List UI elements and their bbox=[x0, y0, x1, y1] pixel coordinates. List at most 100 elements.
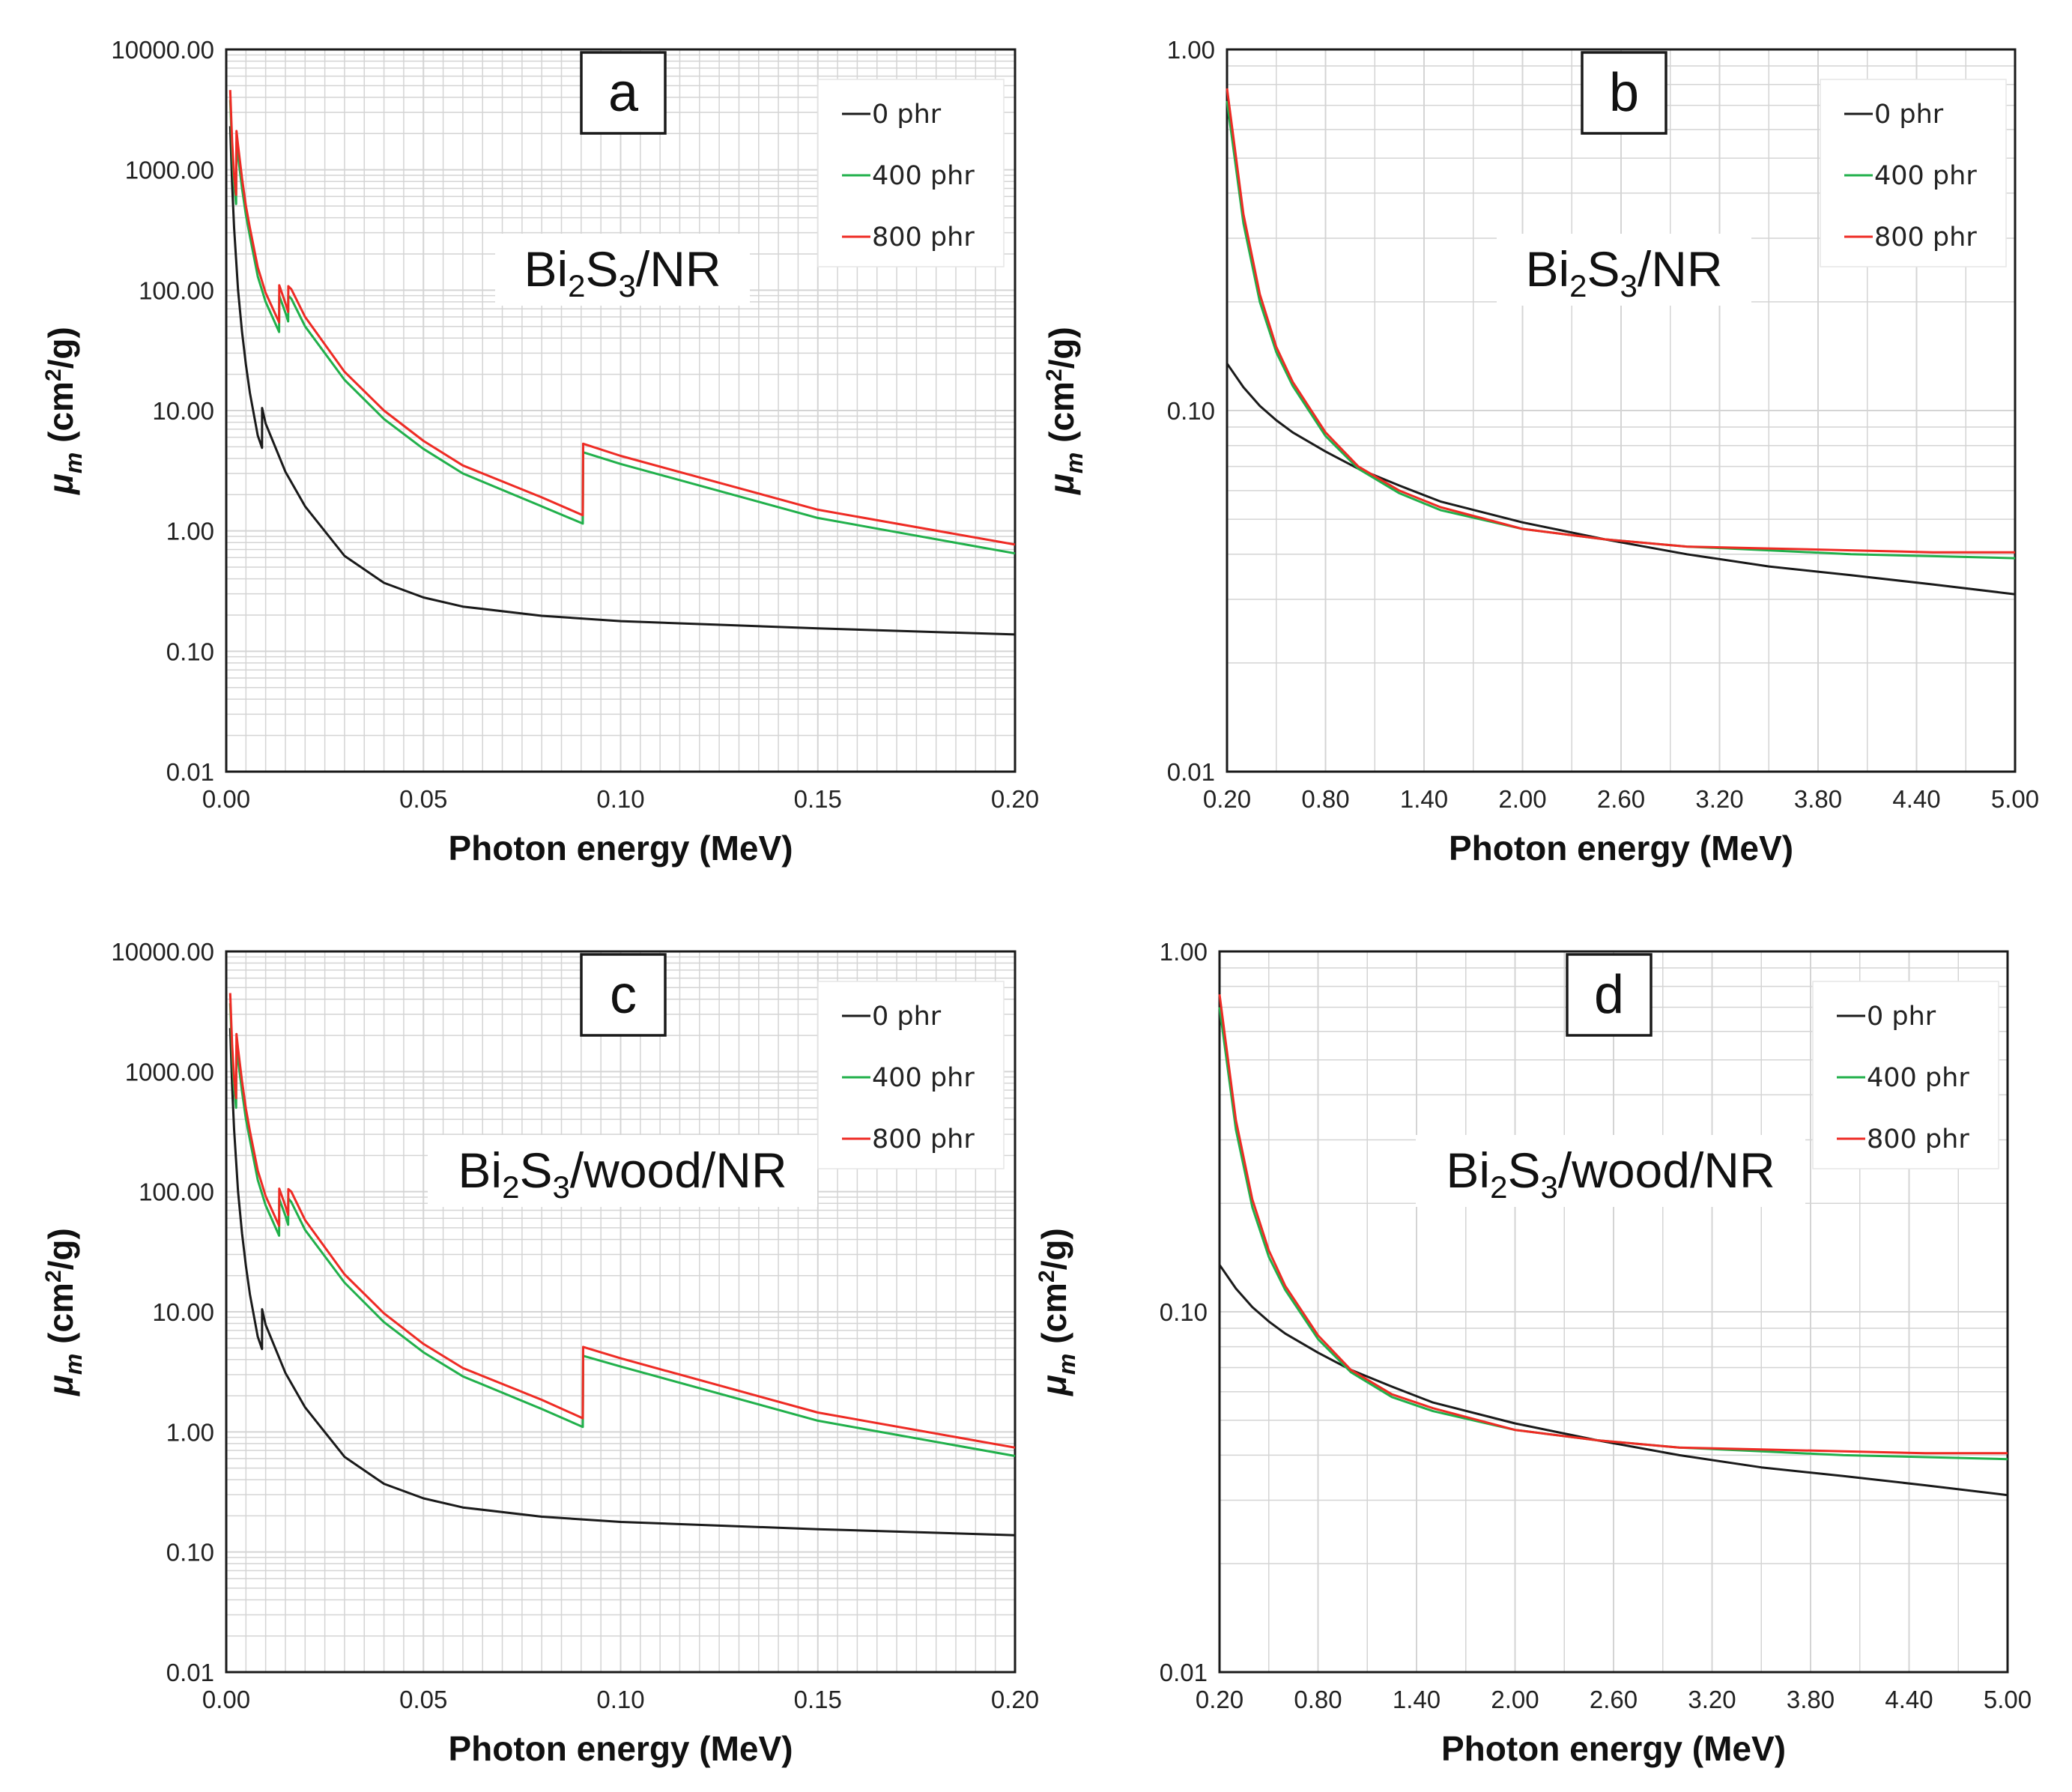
x-tick-label: 0.80 bbox=[1294, 1686, 1342, 1713]
y-tick-label: 10.00 bbox=[152, 1298, 214, 1326]
legend-box bbox=[817, 981, 1005, 1169]
y-label-sub: m bbox=[60, 1354, 87, 1375]
plot-frame bbox=[225, 48, 1017, 773]
x-tick-label: 0.05 bbox=[399, 1686, 447, 1713]
series-group bbox=[1218, 994, 2008, 1497]
plot-frame bbox=[1218, 950, 2009, 1674]
series-line-800-phr bbox=[1226, 88, 2015, 554]
x-tick-label: 3.80 bbox=[1794, 785, 1842, 813]
y-tick-label: 0.01 bbox=[166, 758, 214, 786]
series-group bbox=[228, 993, 1016, 1537]
chart-panel-c: 0.01 0.10 1.00 10.00 100.00 1000.00 10000.00 0.… bbox=[41, 938, 1039, 1768]
series-line-800-phr bbox=[228, 993, 1016, 1449]
material-label: Bi2S3/NR bbox=[1525, 241, 1722, 303]
y-tick-label: 0.01 bbox=[166, 1659, 214, 1686]
material-subscript: 2 bbox=[568, 268, 585, 303]
y-label-mu: μ bbox=[41, 1375, 80, 1397]
x-tick-label: 4.40 bbox=[1885, 1686, 1933, 1713]
material-part: S bbox=[519, 1142, 552, 1198]
y-axis-label: μm (cm2/g) bbox=[1035, 1228, 1080, 1397]
plot-frame bbox=[225, 950, 1017, 1674]
y-tick-label: 1000.00 bbox=[125, 1058, 214, 1086]
material-subscript: 3 bbox=[552, 1169, 569, 1205]
y-tick-label: 0.01 bbox=[1160, 1659, 1208, 1686]
y-label-sup: 2 bbox=[1042, 369, 1067, 381]
material-label: Bi2S3/wood/NR bbox=[1446, 1142, 1775, 1205]
y-tick-label: 1.00 bbox=[166, 1418, 214, 1446]
x-tick-label: 0.10 bbox=[596, 1686, 644, 1713]
plot-frame bbox=[1226, 48, 2017, 773]
y-label-mu: μ bbox=[1042, 473, 1081, 496]
panel-tag-label: b bbox=[1609, 63, 1639, 123]
x-tick-label: 3.20 bbox=[1695, 785, 1743, 813]
y-tick-label: 1.00 bbox=[1167, 36, 1215, 64]
series-group bbox=[228, 90, 1016, 636]
series-line-0-phr bbox=[228, 1028, 1016, 1537]
x-axis-label: Photon energy (MeV) bbox=[448, 1729, 793, 1768]
x-axis-label: Photon energy (MeV) bbox=[1441, 1729, 1786, 1768]
y-label-sup: 2 bbox=[1035, 1270, 1059, 1283]
material-label: Bi2S3/NR bbox=[524, 241, 721, 303]
legend: 0 phr 400 phr 800 phr bbox=[817, 981, 1005, 1169]
y-label-unit: (cm bbox=[41, 381, 80, 452]
y-label-unit-end: /g) bbox=[1042, 327, 1081, 369]
legend-entry: 800 phr bbox=[872, 1124, 975, 1154]
x-tick-label: 2.00 bbox=[1498, 785, 1546, 813]
x-tick-label: 2.60 bbox=[1597, 785, 1645, 813]
x-tick-label: 0.10 bbox=[596, 785, 644, 813]
y-tick-label: 10000.00 bbox=[111, 938, 214, 966]
series-line-800-phr bbox=[228, 90, 1016, 546]
y-tick-label: 1.00 bbox=[166, 518, 214, 545]
y-label-unit: (cm bbox=[1035, 1283, 1073, 1354]
y-tick-label: 0.01 bbox=[1167, 758, 1215, 786]
legend-entry: 800 phr bbox=[1867, 1124, 1969, 1154]
material-part: Bi bbox=[1446, 1142, 1490, 1198]
y-axis-label: μm (cm2/g) bbox=[41, 1228, 87, 1397]
material-part: S bbox=[1587, 241, 1620, 297]
x-tick-label: 2.60 bbox=[1590, 1686, 1638, 1713]
material-part: /NR bbox=[1638, 241, 1723, 297]
y-label-sub: m bbox=[60, 452, 87, 473]
legend-entry: 800 phr bbox=[872, 223, 975, 252]
legend: 0 phr 400 phr 800 phr bbox=[1812, 981, 1999, 1169]
material-subscript: 2 bbox=[1569, 268, 1587, 303]
material-label-bg bbox=[428, 1135, 817, 1207]
material-part: /wood/NR bbox=[570, 1142, 787, 1198]
material-subscript: 3 bbox=[1540, 1169, 1557, 1205]
x-tick-label: 0.20 bbox=[991, 785, 1039, 813]
material-part: Bi bbox=[458, 1142, 502, 1198]
material-label: Bi2S3/wood/NR bbox=[458, 1142, 787, 1205]
material-label-bg bbox=[1497, 234, 1751, 306]
x-tick-label: 0.20 bbox=[1196, 1686, 1243, 1713]
legend-box bbox=[1812, 981, 1999, 1169]
y-axis-label: μm (cm2/g) bbox=[1042, 327, 1088, 496]
y-label-sub: m bbox=[1053, 1354, 1080, 1375]
series-line-0-phr bbox=[1218, 1264, 2008, 1497]
x-tick-label: 4.40 bbox=[1892, 785, 1940, 813]
panel-tag-box bbox=[580, 953, 667, 1037]
x-tick-label: 0.20 bbox=[991, 1686, 1039, 1713]
series-line-800-phr bbox=[1218, 994, 2008, 1455]
panel-tag-label: c bbox=[610, 965, 637, 1025]
y-tick-label: 0.10 bbox=[1167, 397, 1215, 425]
y-tick-label: 1000.00 bbox=[125, 157, 214, 184]
chart-panel-b: 0.01 0.10 1.00 0.20 0.80 1.40 2.00 2.60 3.20 3.80… bbox=[1042, 36, 2039, 868]
legend-entry: 0 phr bbox=[872, 1002, 942, 1032]
x-tick-label: 5.00 bbox=[1984, 1686, 2032, 1713]
x-tick-label: 0.15 bbox=[794, 785, 842, 813]
y-label-unit: (cm bbox=[41, 1283, 80, 1354]
legend-box bbox=[1820, 79, 2007, 267]
y-tick-label: 10000.00 bbox=[111, 36, 214, 64]
material-part: S bbox=[585, 241, 618, 297]
material-subscript: 3 bbox=[1620, 268, 1638, 303]
y-label-sup: 2 bbox=[41, 1270, 66, 1283]
panel-tag-box bbox=[1581, 51, 1667, 135]
y-label-sub: m bbox=[1061, 452, 1088, 473]
material-part: Bi bbox=[524, 241, 568, 297]
x-axis-label: Photon energy (MeV) bbox=[1449, 829, 1793, 868]
x-tick-label: 0.80 bbox=[1301, 785, 1349, 813]
y-label-mu: μ bbox=[1035, 1375, 1073, 1397]
legend: 0 phr 400 phr 800 phr bbox=[1820, 79, 2007, 267]
y-tick-label: 10.00 bbox=[152, 397, 214, 425]
